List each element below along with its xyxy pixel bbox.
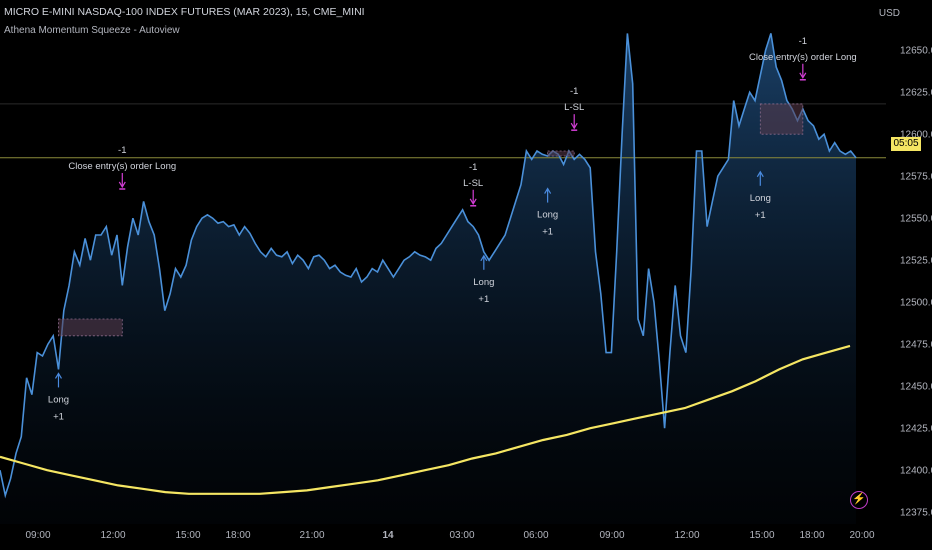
y-tick-label: 12650.00 xyxy=(900,46,932,57)
exit-arrowhead xyxy=(799,72,807,79)
entry-qty: +1 xyxy=(478,294,489,305)
entry-arrowhead xyxy=(544,187,552,194)
y-tick-label: 12400.00 xyxy=(900,466,932,477)
exit-label: Close entry(s) order Long xyxy=(68,161,176,172)
currency-label: USD xyxy=(878,8,900,19)
y-tick-label: 12525.00 xyxy=(900,256,932,267)
entry-label: Long xyxy=(48,394,69,405)
exit-label: L-SL xyxy=(463,178,483,189)
position-zone xyxy=(547,150,575,157)
exit-label: Close entry(s) order Long xyxy=(749,52,857,63)
trade-marker-entry: Long +1 xyxy=(473,254,494,305)
entry-arrowhead xyxy=(756,170,764,178)
x-tick-label: 15:00 xyxy=(749,530,774,541)
x-tick-label: 06:00 xyxy=(523,530,548,541)
y-tick-label: 12375.00 xyxy=(900,508,932,519)
y-tick-label: 12600.00 xyxy=(900,130,932,141)
x-tick-label: 09:00 xyxy=(599,530,624,541)
entry-arrowhead xyxy=(480,254,488,262)
y-tick-label: 12575.00 xyxy=(900,172,932,183)
exit-qty: -1 xyxy=(799,36,807,47)
exit-arrowhead xyxy=(469,198,477,205)
trade-marker-exit: Close entry(s) order Long -1 xyxy=(68,145,176,190)
exit-qty: -1 xyxy=(570,86,578,97)
entry-qty: +1 xyxy=(53,411,64,422)
x-tick-label: 12:00 xyxy=(100,530,125,541)
trade-marker-exit: L-SL -1 xyxy=(564,86,584,131)
exit-label: L-SL xyxy=(564,102,584,113)
entry-qty: +1 xyxy=(542,227,553,238)
entry-qty: +1 xyxy=(755,210,766,221)
y-tick-label: 12500.00 xyxy=(900,298,932,309)
trade-marker-exit: L-SL -1 xyxy=(463,162,483,207)
y-tick-label: 12450.00 xyxy=(900,382,932,393)
entry-arrowhead xyxy=(54,372,62,379)
price-area xyxy=(0,33,856,525)
y-tick-label: 12625.00 xyxy=(900,88,932,99)
x-tick-label: 09:00 xyxy=(25,530,50,541)
trade-marker-entry: Long +1 xyxy=(48,372,69,422)
lightning-icon[interactable]: ⚡ xyxy=(850,491,868,509)
position-zone xyxy=(759,103,804,135)
entry-label: Long xyxy=(473,277,494,288)
entry-label: Long xyxy=(750,193,771,204)
exit-qty: -1 xyxy=(118,145,126,156)
x-tick-label: 21:00 xyxy=(299,530,324,541)
y-tick-label: 12425.00 xyxy=(900,424,932,435)
x-tick-label: 20:00 xyxy=(849,530,874,541)
x-tick-label: 14 xyxy=(382,530,394,541)
x-tick-label: 18:00 xyxy=(225,530,250,541)
x-tick-label: 12:00 xyxy=(674,530,699,541)
x-tick-label: 03:00 xyxy=(449,530,474,541)
entry-label: Long xyxy=(537,210,558,221)
trade-marker-exit: Close entry(s) order Long -1 xyxy=(749,36,857,81)
position-zone xyxy=(58,318,123,337)
exit-qty: -1 xyxy=(469,162,477,173)
x-tick-label: 15:00 xyxy=(175,530,200,541)
moving-average-line xyxy=(0,344,851,495)
y-tick-label: 12550.00 xyxy=(900,214,932,225)
trade-marker-entry: Long +1 xyxy=(750,170,771,221)
y-tick-label: 12475.00 xyxy=(900,340,932,351)
exit-arrowhead xyxy=(118,181,126,189)
x-tick-label: 18:00 xyxy=(799,530,824,541)
indicator-title: Athena Momentum Squeeze - Autoview xyxy=(4,25,180,36)
trade-marker-entry: Long +1 xyxy=(537,187,558,238)
exit-arrowhead xyxy=(570,122,578,130)
price-line xyxy=(0,33,857,499)
symbol-title: MICRO E-MINI NASDAQ-100 INDEX FUTURES (M… xyxy=(4,6,365,18)
last-price-tag: 05:05 xyxy=(891,137,921,151)
